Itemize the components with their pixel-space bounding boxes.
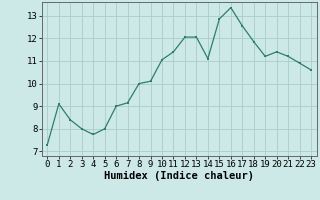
X-axis label: Humidex (Indice chaleur): Humidex (Indice chaleur) (104, 171, 254, 181)
